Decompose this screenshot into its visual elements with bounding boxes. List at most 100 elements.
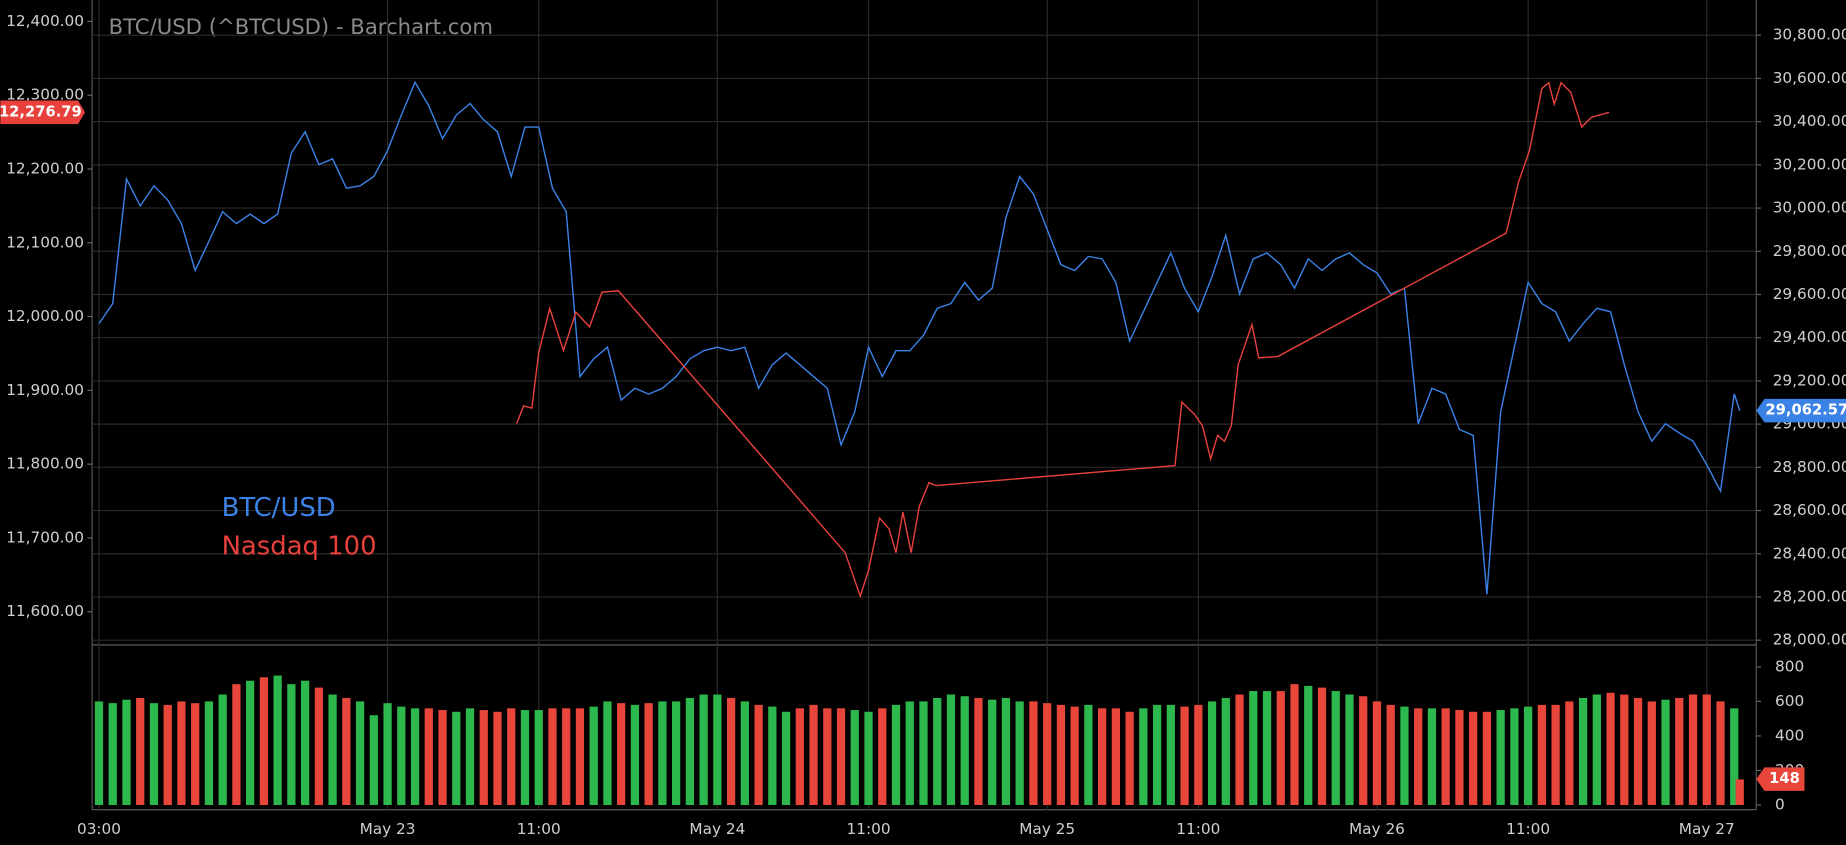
volume-bar <box>1551 704 1560 805</box>
tag-label: 12,276.79 <box>0 103 82 120</box>
volume-bar <box>1716 701 1725 805</box>
y2-tick-label: 29,800.00 <box>1773 242 1846 260</box>
legend-entry: Nasdaq 100 <box>222 532 377 562</box>
x-tick-label: 11:00 <box>1506 820 1550 838</box>
volume-bar <box>836 708 846 805</box>
volume-bar <box>1139 708 1148 805</box>
y2-tick-label: 29,400.00 <box>1773 328 1846 346</box>
volume-bar <box>891 704 901 805</box>
volume-bar <box>438 710 447 805</box>
volume-bar <box>1482 711 1492 805</box>
volume-bar <box>273 675 282 805</box>
volume-tick-label: 800 <box>1775 657 1804 675</box>
volume-bar <box>699 694 708 805</box>
series-line <box>98 80 1741 595</box>
volume-bar <box>630 704 640 805</box>
volume-bar <box>1441 708 1450 805</box>
volume-bar <box>1372 701 1382 805</box>
tag-shape <box>1756 398 1846 423</box>
y2-tick-label: 30,000.00 <box>1773 199 1846 217</box>
volume-bar <box>878 708 887 805</box>
volume-bar <box>1455 710 1464 805</box>
x-tick-label: 03:00 <box>77 820 121 838</box>
volume-bar <box>1578 697 1588 805</box>
volume-bar <box>1414 708 1423 805</box>
volume-bar <box>149 703 159 805</box>
volume-bar <box>300 680 310 805</box>
volume-bar <box>603 701 612 805</box>
volume-bar <box>1152 704 1162 805</box>
volume-bar <box>589 706 598 805</box>
series-line <box>516 81 1610 599</box>
last-value-tag: 29,062.57 <box>1756 398 1846 423</box>
volume-bar <box>740 701 749 805</box>
volume-bar <box>1400 706 1409 805</box>
x-tick-label: 11:00 <box>847 820 891 838</box>
volume-bar <box>204 701 214 805</box>
volume-bar <box>342 697 351 805</box>
y2-tick-label: 30,800.00 <box>1773 26 1846 44</box>
volume-bar <box>1510 708 1519 805</box>
y2-tick-label: 29,600.00 <box>1773 285 1846 303</box>
volume-bar <box>520 710 530 805</box>
y-tick-label: 11,700.00 <box>6 528 84 546</box>
volume-bar <box>1043 703 1052 805</box>
volume-bar <box>1359 696 1368 805</box>
volume-bar <box>823 708 832 805</box>
volume-bar <box>1386 704 1395 805</box>
volume-bar <box>685 697 695 805</box>
volume-bar <box>108 703 117 805</box>
volume-bar <box>575 708 585 805</box>
volume-bar <box>177 701 186 805</box>
volume-bar <box>1098 708 1107 805</box>
volume-bar <box>163 704 172 805</box>
volume-bar <box>850 710 859 805</box>
volume-bar <box>314 687 323 805</box>
y-tick-label: 11,900.00 <box>6 381 84 399</box>
volume-bar <box>809 704 818 805</box>
volume-bar <box>465 708 475 805</box>
tag-shape <box>1756 767 1805 791</box>
volume-bar <box>424 708 433 805</box>
volume-bar <box>1735 779 1744 805</box>
volume-bar <box>795 708 804 805</box>
volume-bar <box>1290 684 1299 805</box>
volume-bar <box>1249 691 1258 805</box>
volume-bar <box>507 708 516 805</box>
y-tick-label: 11,800.00 <box>6 455 84 473</box>
volume-bar <box>905 701 914 805</box>
volume-bar <box>713 694 722 805</box>
volume-bar <box>864 711 873 805</box>
legend-entry: BTC/USD <box>222 493 336 523</box>
volume-bar <box>1537 704 1546 805</box>
volume-bar <box>397 706 406 805</box>
volume-bar <box>1056 704 1066 805</box>
volume-bar <box>644 703 653 805</box>
volume-tick-label: 400 <box>1775 726 1804 744</box>
volume-bar <box>1647 701 1656 805</box>
volume-bar <box>960 696 969 805</box>
y2-tick-label: 28,800.00 <box>1773 458 1846 476</box>
y2-tick-label: 28,000.00 <box>1773 631 1846 649</box>
x-tick-label: May 25 <box>1019 820 1075 838</box>
x-tick-label: May 24 <box>689 820 745 838</box>
y-tick-label: 12,400.00 <box>6 12 84 30</box>
volume-bar <box>1304 685 1313 805</box>
tag-label: 29,062.57 <box>1765 402 1846 419</box>
y2-tick-label: 30,600.00 <box>1773 69 1846 87</box>
volume-bar <box>1675 697 1684 805</box>
x-tick-label: May 26 <box>1349 820 1405 838</box>
volume-bar <box>534 710 543 805</box>
volume-bar <box>933 697 942 805</box>
volume-bar <box>1496 710 1505 805</box>
volume-bar <box>1015 701 1024 805</box>
volume-bar <box>1276 691 1285 805</box>
volume-bar <box>1207 701 1217 805</box>
y2-tick-label: 30,400.00 <box>1773 112 1846 130</box>
volume-bar <box>1235 694 1244 805</box>
volume-bar <box>919 701 928 805</box>
volume-bar <box>259 677 269 805</box>
volume-bar <box>1084 704 1093 805</box>
volume-bar <box>1111 708 1120 805</box>
x-tick-label: May 27 <box>1679 820 1735 838</box>
